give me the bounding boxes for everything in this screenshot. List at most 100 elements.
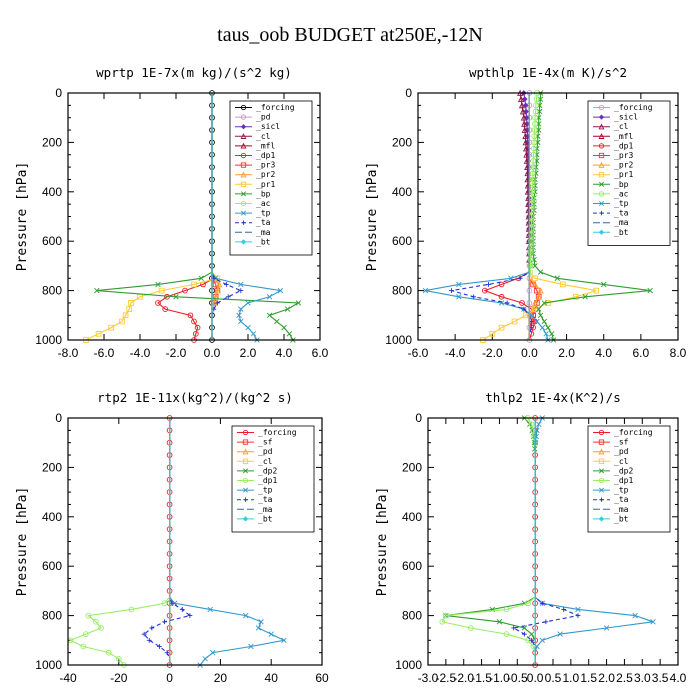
data-point: [598, 200, 605, 207]
data-point: [528, 232, 534, 238]
data-point: [191, 281, 197, 288]
data-point: [529, 170, 536, 177]
legend-label: _cl: [614, 457, 629, 466]
data-point: [240, 114, 247, 120]
data-point: [456, 281, 462, 288]
y-tick-label: 400: [42, 510, 62, 524]
y-axis-label: Pressure [hPa]: [15, 162, 30, 272]
data-point: [240, 239, 247, 245]
legend-label: _ac: [256, 199, 271, 208]
y-tick-label: 600: [392, 234, 412, 248]
data-point: [242, 477, 249, 484]
x-tick-label: 0.0: [527, 671, 544, 685]
panel-title: thlp2 1E-4x(K^2)/s: [485, 390, 620, 405]
data-point: [535, 127, 542, 133]
data-point: [532, 114, 538, 121]
legend-label: _dp1: [256, 151, 275, 160]
data-point: [240, 181, 247, 187]
data-point: [215, 300, 220, 306]
data-point: [503, 631, 510, 637]
legend: _forcing_sf_pd_cl_dp2_dp1_tp_ta_ma_bt: [587, 425, 671, 533]
legend-label: _sf: [258, 438, 273, 447]
legend-label: _pr1: [256, 180, 275, 189]
data-point: [527, 421, 533, 427]
data-point: [245, 300, 251, 306]
y-axis-label: Pressure [hPa]: [375, 487, 390, 597]
data-point: [548, 331, 555, 337]
data-point: [561, 607, 567, 612]
data-point: [575, 606, 581, 613]
data-point: [187, 312, 194, 319]
legend-label: _ta: [258, 495, 273, 504]
data-point: [225, 294, 231, 300]
data-point: [521, 126, 528, 133]
data-point: [169, 600, 175, 606]
data-point: [531, 139, 537, 146]
data-point: [530, 151, 537, 158]
data-point: [543, 331, 549, 337]
legend: _forcing_sicl_cl_mfl_dp1_pr3_pr2_pr1_bp_…: [587, 100, 671, 246]
data-point: [240, 133, 247, 139]
data-point: [240, 200, 247, 207]
x-tick-label: 2.5: [616, 671, 633, 685]
data-point: [224, 282, 229, 287]
data-point: [155, 281, 161, 288]
data-point: [443, 612, 449, 619]
data-point: [598, 477, 605, 484]
data-point: [527, 256, 534, 263]
series-line: [143, 418, 192, 665]
data-point: [115, 655, 122, 662]
data-point: [530, 158, 536, 164]
data-point: [93, 618, 99, 625]
y-axis-label: Pressure [hPa]: [15, 487, 30, 597]
legend-label: _forcing: [256, 103, 295, 112]
x-tick-label: 1.5: [580, 671, 597, 685]
data-point: [85, 612, 92, 619]
data-point: [242, 448, 249, 455]
x-tick-label: -40: [59, 671, 77, 685]
data-point: [245, 324, 251, 331]
data-point: [541, 318, 548, 325]
data-point: [242, 458, 249, 464]
series-dp1: [67, 418, 171, 668]
data-point: [238, 288, 244, 293]
x-tick-label: 0.0: [204, 346, 221, 360]
data-point: [141, 631, 147, 637]
panel-2: wpthlp 1E-4x(m K)/s^2 Pressure [hPa] 0 200 4…: [365, 65, 687, 360]
data-point: [240, 104, 247, 111]
data-point: [250, 331, 257, 337]
x-tick-label: 1.0: [563, 671, 580, 685]
panel-title: wprtp 1E-7x(m kg)/(s^2 kg): [96, 65, 292, 80]
data-point: [536, 108, 543, 115]
data-point: [539, 324, 546, 331]
legend-label: _ta: [256, 218, 271, 227]
data-point: [266, 294, 273, 300]
x-tick-label: 60: [315, 671, 329, 685]
legend-label: _sf: [614, 438, 629, 447]
y-tick-label: 200: [402, 460, 422, 474]
plot-frame: [417, 92, 679, 341]
data-point: [531, 127, 538, 133]
data-point: [198, 275, 204, 281]
data-point: [573, 293, 579, 300]
data-point: [598, 114, 605, 120]
y-tick-label: 200: [42, 460, 62, 474]
data-point: [98, 625, 104, 631]
data-point: [557, 631, 563, 637]
data-point: [162, 306, 169, 312]
data-point: [598, 143, 605, 149]
data-point: [528, 311, 535, 319]
series-ta: [511, 418, 581, 665]
legend-label: _forcing: [258, 428, 297, 437]
data-point: [593, 287, 600, 294]
data-point: [533, 96, 540, 103]
data-point: [158, 287, 165, 294]
legend-label: _pr3: [614, 151, 633, 160]
x-tick-label: 0.5: [545, 671, 562, 685]
legend-label: _dp2: [258, 466, 277, 475]
series-dp2: [443, 415, 538, 665]
y-tick-label: 0: [55, 86, 62, 100]
data-point: [240, 152, 247, 159]
data-point: [603, 625, 610, 631]
series-pr1: [83, 93, 221, 343]
